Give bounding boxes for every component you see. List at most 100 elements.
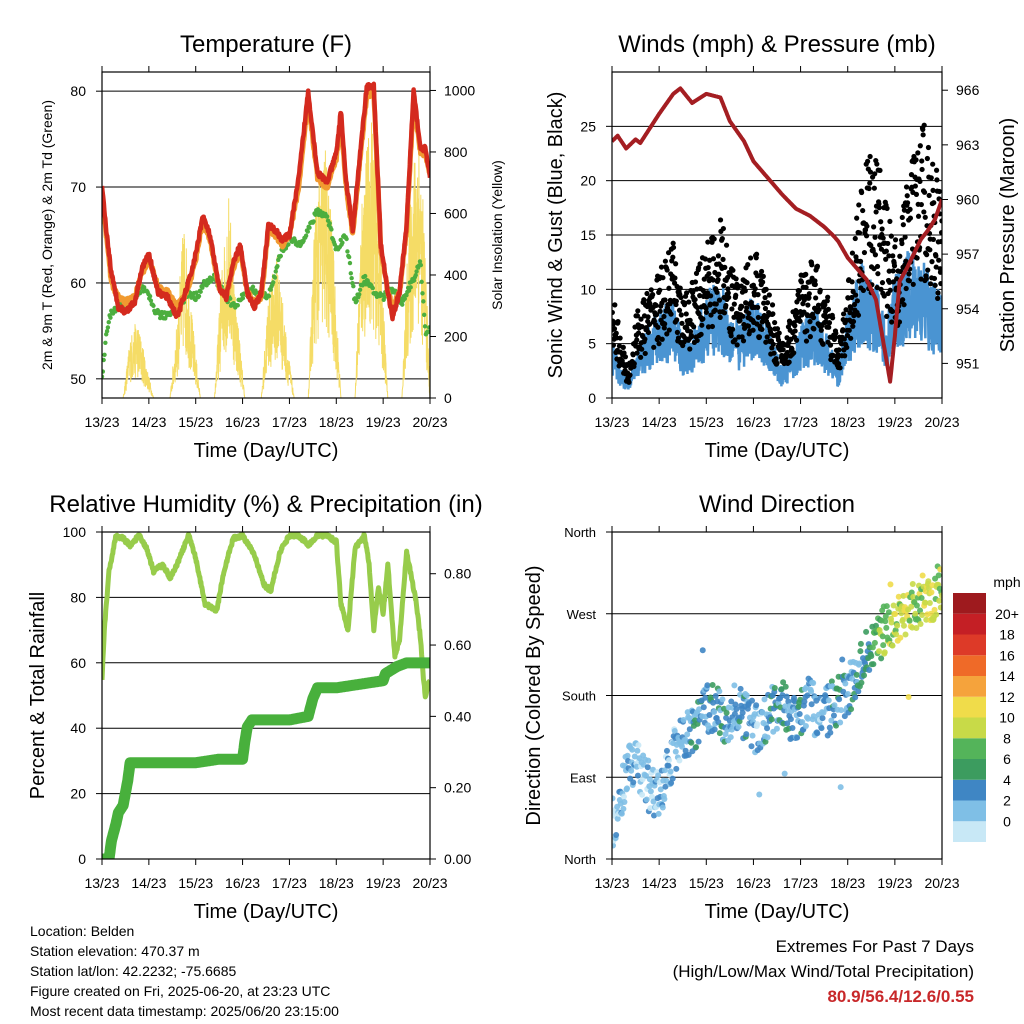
gust-point: [776, 330, 782, 336]
direction-point: [672, 748, 679, 755]
gust-point: [694, 337, 700, 344]
dewpoint-point: [351, 284, 356, 289]
gust-point: [919, 166, 925, 173]
direction-point: [613, 831, 620, 838]
y2-tick-label: 1000: [444, 82, 475, 98]
gust-point: [925, 267, 931, 273]
gust-point: [926, 192, 932, 199]
y-tick-label: South: [562, 689, 596, 704]
y2-tick-label: 0.40: [444, 708, 471, 724]
y2-axis-label: Solar Insolation (Yellow): [489, 160, 505, 310]
direction-point: [644, 764, 651, 771]
gust-point: [657, 308, 663, 314]
plot-frame: [101, 531, 431, 860]
dewpoint-point: [250, 284, 256, 289]
y2-tick-label: 954: [956, 301, 980, 317]
direction-point: [639, 791, 646, 798]
direction-point: [749, 732, 756, 739]
gust-point: [763, 339, 769, 345]
dewpoint-point: [148, 298, 154, 303]
gust-point: [892, 244, 898, 250]
direction-point: [842, 680, 849, 687]
gust-point: [769, 302, 776, 308]
gust-point: [797, 318, 803, 324]
direction-point: [895, 593, 902, 600]
gust-point: [929, 259, 935, 265]
direction-point: [612, 842, 617, 849]
gust-point: [935, 295, 941, 301]
dewpoint-point: [235, 303, 240, 308]
gust-point: [883, 256, 889, 262]
gust-point: [674, 329, 681, 335]
colorbar-swatch: [953, 696, 986, 718]
gust-point: [850, 318, 857, 325]
gust-point: [759, 326, 765, 333]
gust-point: [807, 319, 813, 325]
panel-4: Wind Direction: [606, 491, 986, 865]
gust-point: [784, 349, 790, 356]
direction-point: [688, 739, 695, 746]
precip-line: [102, 657, 430, 859]
x-axis-label: Time (Day/UTC): [194, 440, 339, 462]
gust-point: [938, 280, 942, 287]
gust-point: [730, 267, 736, 273]
gust-point: [708, 312, 714, 318]
direction-point: [784, 720, 791, 727]
temp2m-line: [102, 81, 430, 322]
direction-point: [937, 604, 942, 611]
gust-point: [825, 306, 831, 312]
direction-point: [818, 725, 825, 732]
direction-point: [894, 622, 901, 629]
gust-point: [645, 329, 652, 336]
gust-point: [899, 240, 905, 247]
dewpoint-point: [349, 275, 354, 281]
gust-point: [672, 275, 678, 281]
gust-point: [644, 290, 650, 297]
gust-point: [857, 258, 864, 264]
y-tick-label: 0: [78, 851, 86, 867]
dewpoint-point: [198, 289, 203, 294]
gust-point: [702, 256, 708, 262]
direction-point: [655, 772, 662, 779]
gust-point: [867, 169, 874, 175]
dewpoint-point: [357, 292, 362, 297]
dewpoint-point: [240, 296, 246, 301]
direction-point: [905, 693, 912, 700]
gust-point: [728, 333, 734, 339]
y-tick-label: 20: [70, 786, 86, 802]
gust-point: [836, 361, 842, 367]
gust-point: [842, 353, 848, 359]
gust-point: [653, 312, 660, 318]
x-axis-label: Time (Day/UTC): [705, 440, 850, 462]
y-tick-label: North: [564, 525, 596, 540]
gust-point: [884, 313, 890, 319]
direction-point: [882, 613, 889, 620]
gust-point: [763, 286, 769, 292]
gust-point: [687, 317, 693, 323]
gust-point: [848, 305, 854, 311]
direction-point: [857, 640, 864, 647]
direction-point: [651, 812, 658, 819]
gust-point: [846, 327, 852, 333]
gust-point: [921, 209, 927, 215]
colorbar-label: 16: [999, 647, 1015, 663]
gust-point: [746, 310, 752, 316]
direction-point: [887, 581, 894, 588]
dewpoint-point: [273, 269, 278, 274]
gust-point: [927, 247, 933, 253]
x-tick-label: 13/23: [84, 414, 119, 430]
colorbar-label: 8: [1003, 730, 1011, 746]
x-tick-label: 15/23: [689, 875, 724, 891]
gust-point: [803, 284, 809, 291]
gust-point: [705, 264, 711, 271]
gust-point: [744, 280, 750, 286]
direction-point: [756, 791, 763, 798]
colorbar-label: 0: [1003, 813, 1011, 829]
dewpoint-point: [346, 254, 352, 260]
direction-point: [830, 712, 837, 719]
gust-point: [655, 334, 661, 341]
direction-point: [614, 815, 621, 822]
direction-point: [935, 572, 942, 579]
gust-point: [897, 253, 903, 259]
gust-point: [677, 285, 683, 291]
